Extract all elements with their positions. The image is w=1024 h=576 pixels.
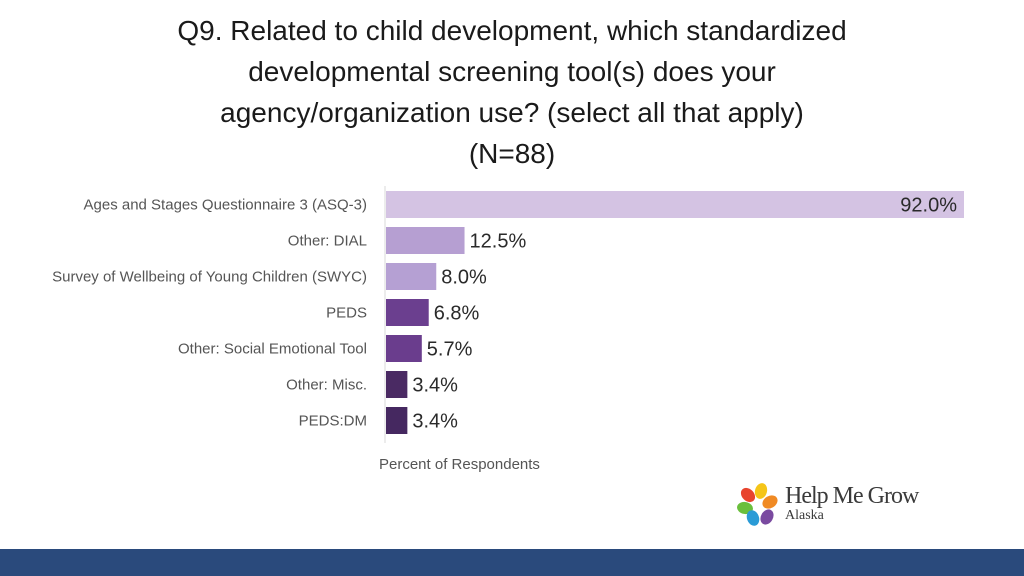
category-label: Other: Social Emotional Tool (178, 341, 367, 358)
category-label: PEDS (326, 305, 367, 322)
x-axis-label: Percent of Respondents (379, 456, 540, 473)
bar (386, 299, 429, 326)
category-label: Other: Misc. (286, 377, 367, 394)
category-label: Other: DIAL (288, 233, 367, 250)
bar (386, 227, 465, 254)
logo-name: Help Me Grow (785, 483, 919, 509)
chart-title: Q9. Related to child development, which … (112, 10, 912, 174)
flower-logo-icon (737, 483, 778, 526)
title-line-1: Q9. Related to child development, which … (177, 15, 847, 46)
value-label: 12.5% (470, 231, 527, 253)
bar (386, 335, 422, 362)
value-label: 3.4% (412, 411, 458, 433)
value-label: 5.7% (427, 339, 473, 361)
category-label: PEDS:DM (299, 413, 367, 430)
title-line-2: developmental screening tool(s) does you… (248, 56, 776, 87)
logo-subtitle: Alaska (785, 508, 824, 523)
bar (386, 371, 408, 398)
value-label: 8.0% (441, 267, 487, 289)
footer-bar (0, 549, 1024, 576)
bar (386, 191, 964, 218)
bar (386, 407, 408, 434)
category-label: Ages and Stages Questionnaire 3 (ASQ-3) (84, 197, 368, 214)
title-line-3: agency/organization use? (select all tha… (220, 97, 804, 128)
category-label: Survey of Wellbeing of Young Children (S… (52, 269, 367, 286)
value-label: 3.4% (412, 375, 458, 397)
bar-chart: Ages and Stages Questionnaire 3 (ASQ-3) 9… (52, 186, 964, 443)
value-label: 6.8% (434, 303, 480, 325)
title-line-4: (N=88) (468, 138, 556, 169)
bar (386, 263, 437, 290)
help-me-grow-logo: Help Me Grow Alaska (735, 480, 945, 530)
value-label: 92.0% (900, 195, 957, 217)
